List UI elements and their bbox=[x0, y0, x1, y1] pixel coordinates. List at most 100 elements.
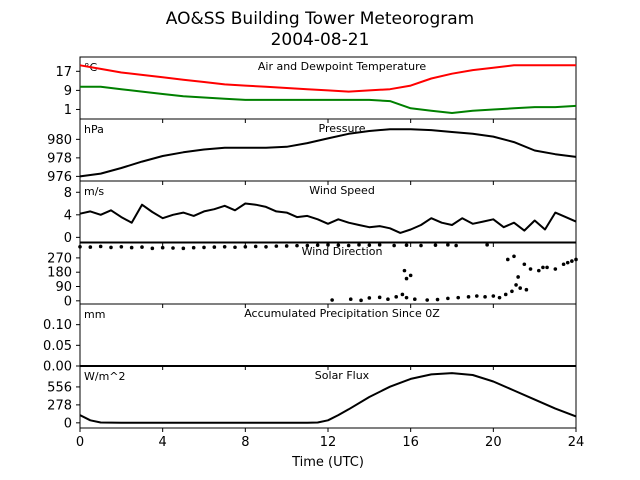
data-point bbox=[377, 295, 382, 300]
data-point bbox=[78, 244, 82, 249]
panel-2: 976 978 980 hPa Pressure bbox=[47, 118, 577, 185]
data-point bbox=[140, 245, 144, 249]
data-point bbox=[404, 243, 409, 247]
x-tick-label: 4 bbox=[159, 435, 167, 450]
data-point bbox=[561, 262, 566, 267]
panel-5: 0.00 0.05 0.10 mm Accumulated Precipitation … bbox=[43, 303, 577, 375]
data-point bbox=[295, 243, 299, 248]
x-axis-label: Time (UTC) bbox=[291, 455, 364, 470]
series-line-2 bbox=[80, 85, 577, 114]
y-tick-label: 9 bbox=[64, 84, 72, 99]
data-point bbox=[497, 295, 502, 300]
data-point bbox=[119, 244, 124, 249]
data-point bbox=[367, 243, 372, 247]
data-point bbox=[408, 273, 413, 278]
panel-title: Pressure bbox=[319, 122, 366, 135]
y-tick-label: 8 bbox=[64, 186, 72, 201]
data-point bbox=[243, 244, 248, 249]
y-tick-label: 0 bbox=[64, 231, 72, 246]
y-tick-label: 0.10 bbox=[43, 318, 72, 333]
data-point bbox=[88, 245, 93, 249]
panel-3: 0 4 8 m/s Wind Speed bbox=[64, 180, 577, 247]
data-point bbox=[446, 296, 450, 301]
data-point bbox=[503, 292, 508, 297]
data-point bbox=[386, 297, 390, 302]
series-line-1 bbox=[79, 128, 577, 178]
data-point bbox=[545, 265, 549, 270]
data-point bbox=[524, 287, 529, 292]
data-point bbox=[433, 243, 438, 247]
y-tick-label: 556 bbox=[47, 380, 72, 395]
data-point bbox=[394, 295, 399, 299]
data-point bbox=[109, 245, 113, 250]
unit-label: hPa bbox=[84, 123, 104, 136]
data-point bbox=[305, 243, 310, 248]
data-point bbox=[541, 265, 545, 270]
panel-6: 0 278 556 W/m^2 Solar Flux bbox=[47, 365, 577, 432]
y-tick-label: 0.00 bbox=[43, 360, 72, 375]
data-point bbox=[336, 243, 341, 247]
data-point bbox=[264, 244, 268, 249]
x-tick-label: 8 bbox=[241, 435, 249, 450]
data-point bbox=[346, 243, 351, 248]
panel-title: Solar Flux bbox=[315, 369, 370, 382]
data-point bbox=[150, 246, 155, 251]
y-tick-label: 17 bbox=[55, 65, 72, 80]
data-point bbox=[222, 244, 227, 249]
data-point bbox=[491, 294, 496, 298]
data-point bbox=[377, 243, 382, 247]
data-point bbox=[348, 297, 353, 302]
panel-title: Wind Speed bbox=[309, 184, 375, 197]
data-point bbox=[315, 243, 320, 247]
data-point bbox=[160, 245, 165, 250]
data-point bbox=[456, 295, 461, 300]
y-tick-label: 270 bbox=[47, 251, 72, 266]
panel-title: Accumulated Precipitation Since 0Z bbox=[244, 307, 440, 320]
data-point bbox=[402, 268, 407, 273]
data-point bbox=[357, 243, 361, 247]
figure-title-line1: AO&SS Building Tower Meteorogram bbox=[166, 9, 474, 29]
data-point bbox=[475, 294, 479, 298]
data-point bbox=[330, 298, 334, 302]
data-point bbox=[454, 243, 458, 248]
data-point bbox=[518, 286, 522, 290]
x-axis: 0 4 8 12 16 20 24 bbox=[76, 435, 584, 450]
y-tick-label: 180 bbox=[47, 266, 72, 281]
data-point bbox=[528, 267, 533, 271]
data-point bbox=[419, 243, 423, 248]
series-line-1 bbox=[79, 202, 577, 234]
x-tick-label: 16 bbox=[402, 435, 419, 450]
data-point bbox=[565, 260, 570, 265]
data-point bbox=[359, 298, 363, 303]
data-point bbox=[284, 244, 289, 248]
data-point bbox=[181, 246, 186, 251]
data-point bbox=[425, 298, 430, 302]
data-point bbox=[522, 262, 527, 267]
x-tick-label: 12 bbox=[320, 435, 337, 450]
series-line-1 bbox=[79, 64, 576, 93]
y-tick-label: 978 bbox=[47, 151, 72, 166]
data-point bbox=[171, 246, 175, 250]
y-tick-label: 4 bbox=[64, 208, 72, 223]
y-tick-label: 980 bbox=[47, 133, 72, 148]
y-tick-label: 0 bbox=[64, 416, 72, 431]
data-point bbox=[392, 243, 396, 248]
data-point bbox=[404, 295, 409, 300]
data-point bbox=[233, 245, 237, 250]
y-tick-label: 278 bbox=[47, 398, 72, 413]
data-point bbox=[466, 295, 471, 299]
y-tick-label: 1 bbox=[64, 103, 72, 118]
data-point bbox=[510, 289, 514, 294]
data-point bbox=[485, 243, 489, 247]
data-point bbox=[400, 292, 405, 297]
data-point bbox=[413, 297, 417, 302]
y-tick-label: 90 bbox=[55, 280, 72, 295]
data-point bbox=[514, 283, 518, 287]
unit-label: W/m^2 bbox=[84, 370, 126, 383]
y-tick-label: 0 bbox=[64, 294, 72, 309]
y-tick-label: 0.05 bbox=[43, 339, 72, 354]
data-point bbox=[516, 275, 520, 279]
data-point bbox=[274, 244, 279, 248]
